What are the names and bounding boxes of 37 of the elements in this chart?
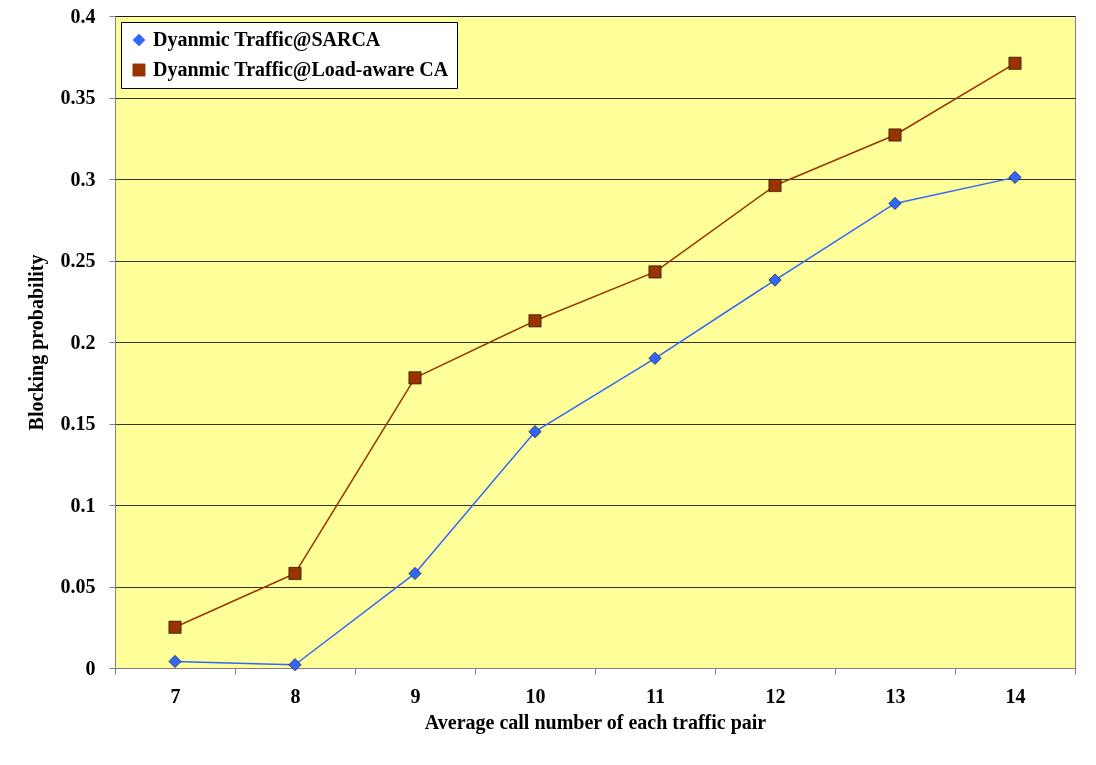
point xyxy=(168,620,182,634)
point xyxy=(528,425,542,439)
x-tick-label: 12 xyxy=(765,684,786,707)
y-tick-label: 0.05 xyxy=(60,575,96,597)
point xyxy=(648,265,662,279)
x-tick-label: 9 xyxy=(410,684,421,707)
y-tick-label: 0.3 xyxy=(70,167,96,190)
y-tick-label: 0.25 xyxy=(60,249,96,271)
legend-label: Dyanmic Traffic@SARCA xyxy=(153,28,381,51)
y-tick-label: 0 xyxy=(85,656,96,679)
x-tick-label: 7 xyxy=(170,684,181,707)
y-tick-label: 0.15 xyxy=(60,412,96,434)
y-axis-title: Blocking probability xyxy=(24,254,48,431)
point xyxy=(648,351,662,365)
point xyxy=(1008,170,1022,184)
point xyxy=(408,567,422,580)
point xyxy=(408,371,422,385)
x-tick-label: 13 xyxy=(885,684,906,707)
y-tick-label: 0.4 xyxy=(70,4,96,27)
y-tick-label: 0.35 xyxy=(60,86,96,108)
point xyxy=(528,314,542,328)
point xyxy=(168,655,182,668)
x-tick-label: 14 xyxy=(1005,684,1026,707)
x-axis-title: Average call number of each traffic pair xyxy=(424,710,767,734)
legend-label: Dyanmic Traffic@Load-aware CA xyxy=(153,58,449,81)
x-tick-label: 8 xyxy=(290,684,301,707)
point xyxy=(1008,56,1022,70)
point xyxy=(888,128,902,142)
point xyxy=(888,197,902,210)
point xyxy=(288,567,302,580)
x-tick-label: 11 xyxy=(646,684,665,707)
x-tick-label: 10 xyxy=(525,684,546,707)
y-tick-label: 0.2 xyxy=(70,330,96,353)
point xyxy=(288,658,302,672)
point xyxy=(768,273,782,287)
y-tick-label: 0.1 xyxy=(70,493,96,516)
point xyxy=(768,179,782,192)
